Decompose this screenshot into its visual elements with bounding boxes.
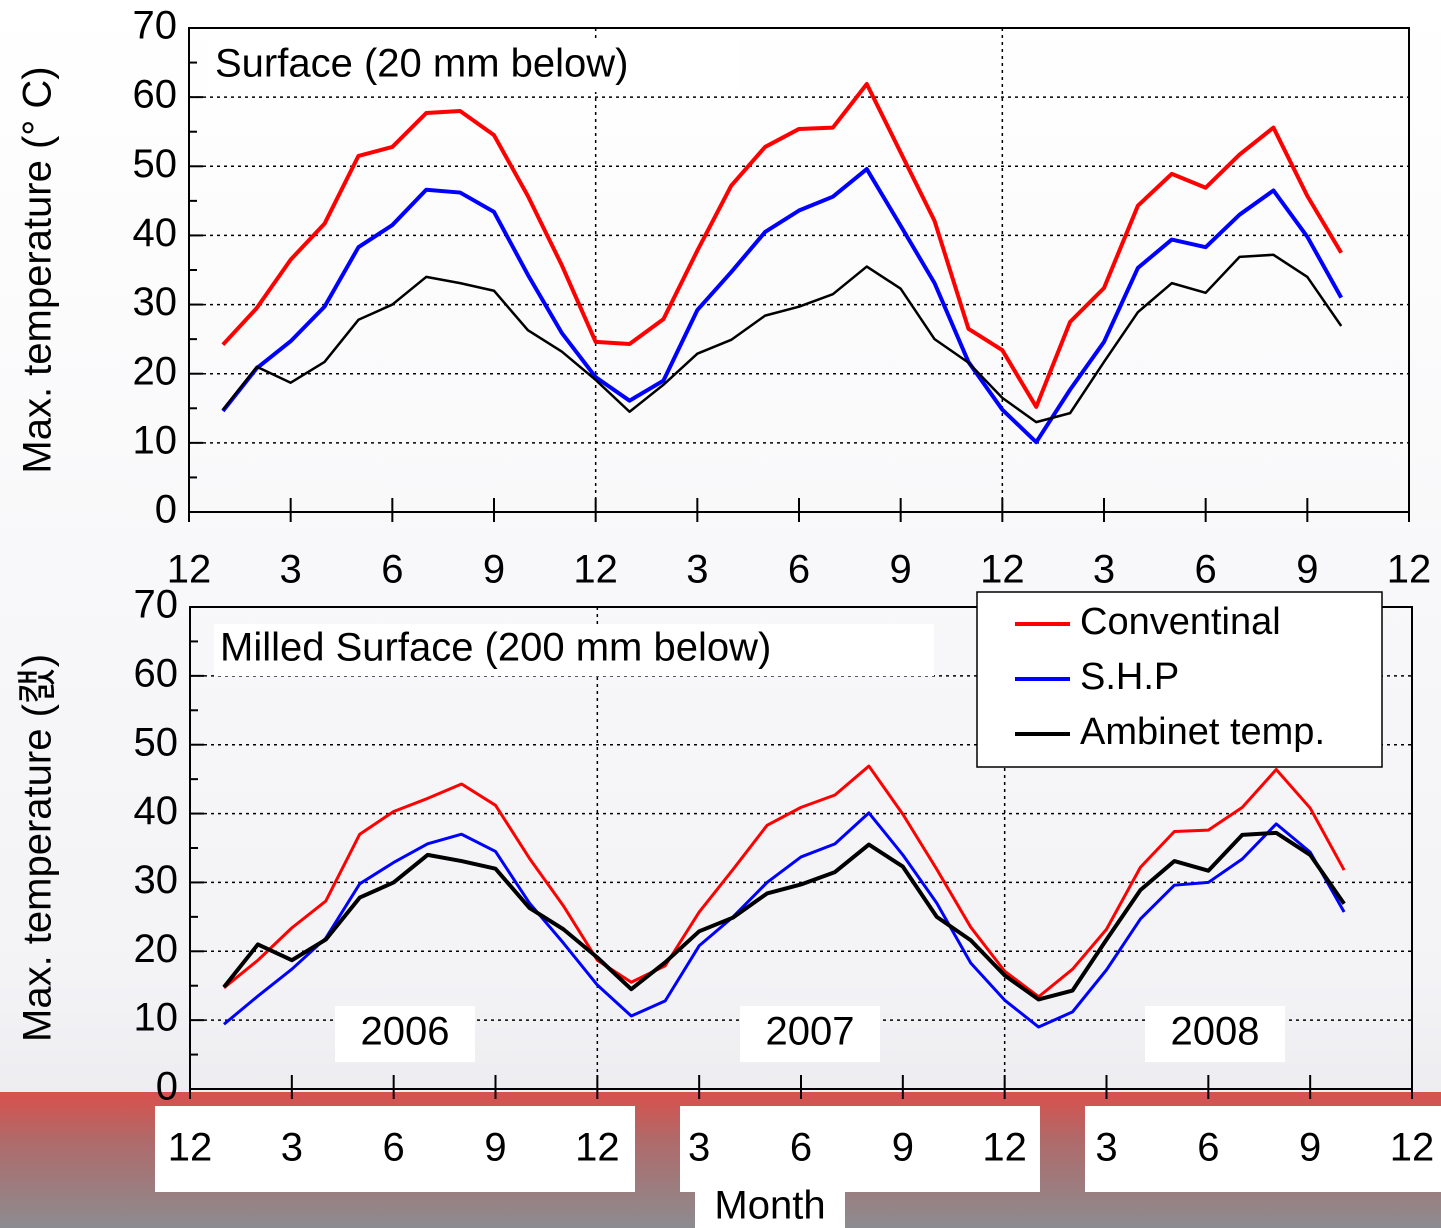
x-tick-label: 6 (788, 548, 810, 592)
y-axis-label: Max. temperature (° C) (16, 66, 60, 473)
annotation-box (209, 40, 739, 92)
x-tick-label: 6 (1195, 548, 1217, 592)
x-tick-label: 12 (167, 548, 212, 592)
data-line (222, 830, 1346, 1002)
data-line (222, 811, 1346, 1029)
y-tick-label: 70 (133, 4, 178, 48)
year-box (740, 1006, 880, 1062)
x-tick-label: 9 (483, 548, 505, 592)
legend-label: Conventinal (1080, 601, 1281, 643)
year-label: 2007 (766, 1010, 855, 1054)
x-tick-label: 6 (1197, 1126, 1219, 1170)
y-tick-label: 30 (134, 858, 179, 902)
x-tick-label: 9 (892, 1126, 914, 1170)
y-axis-label: Max. temperature (캜) (16, 654, 60, 1042)
label-box (1085, 1106, 1441, 1192)
data-line (221, 82, 1343, 409)
y-tick-label: 60 (133, 73, 178, 117)
x-tick-label: 3 (686, 548, 708, 592)
data-line (222, 764, 1346, 999)
x-tick-label: 12 (980, 548, 1025, 592)
x-tick-label: 9 (890, 548, 912, 592)
y-tick-label: 0 (155, 488, 177, 532)
x-tick-label: 12 (1390, 1126, 1435, 1170)
y-tick-label: 50 (133, 142, 178, 186)
x-tick-label: 12 (982, 1126, 1027, 1170)
year-box (335, 1006, 475, 1062)
y-tick-label: 20 (133, 349, 178, 393)
x-tick-label: 6 (383, 1126, 405, 1170)
y-tick-label: 10 (134, 996, 179, 1040)
y-tick-label: 30 (133, 280, 178, 324)
x-axis-label: Month (714, 1184, 825, 1228)
x-tick-label: 3 (688, 1126, 710, 1170)
year-label: 2006 (361, 1010, 450, 1054)
y-tick-label: 40 (134, 789, 179, 833)
panel-annotation: Surface (20 mm below) (215, 42, 628, 86)
x-tick-label: 6 (381, 548, 403, 592)
y-tick-label: 40 (133, 211, 178, 255)
x-tick-label: 9 (1299, 1126, 1321, 1170)
year-box (1145, 1006, 1285, 1062)
y-tick-label: 60 (134, 651, 179, 695)
data-line (221, 167, 1343, 445)
year-label: 2008 (1171, 1010, 1260, 1054)
legend-label: S.H.P (1080, 656, 1179, 698)
panel-annotation: Milled Surface (200 mm below) (220, 626, 771, 670)
legend-label: Ambinet temp. (1080, 711, 1325, 753)
x-tick-label: 12 (168, 1126, 213, 1170)
data-line (221, 253, 1343, 424)
x-tick-label: 12 (575, 1126, 620, 1170)
x-tick-label: 9 (484, 1126, 506, 1170)
x-tick-label: 3 (281, 1126, 303, 1170)
label-box (680, 1106, 1040, 1192)
x-tick-label: 3 (1093, 548, 1115, 592)
x-tick-label: 12 (573, 548, 618, 592)
y-tick-label: 0 (156, 1065, 178, 1109)
label-box (155, 1106, 635, 1192)
x-tick-label: 9 (1296, 548, 1318, 592)
x-tick-label: 6 (790, 1126, 812, 1170)
x-tick-label: 12 (1387, 548, 1432, 592)
x-tick-label: 3 (280, 548, 302, 592)
y-tick-label: 50 (134, 720, 179, 764)
y-tick-label: 70 (134, 583, 179, 627)
label-box (695, 1192, 845, 1228)
y-tick-label: 10 (133, 418, 178, 462)
annotation-box (214, 624, 934, 676)
x-tick-label: 3 (1095, 1126, 1117, 1170)
y-tick-label: 20 (134, 927, 179, 971)
